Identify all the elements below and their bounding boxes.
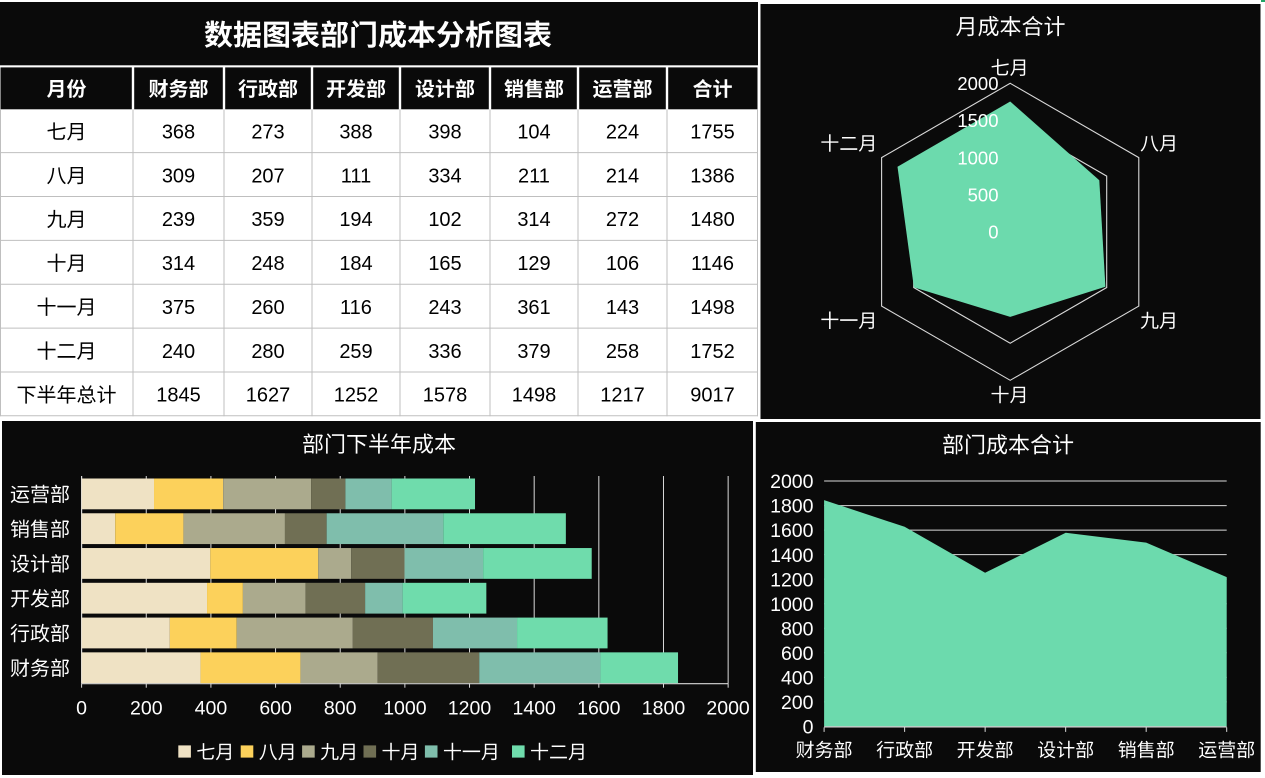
svg-text:1627: 1627 (246, 385, 291, 407)
svg-text:240: 240 (162, 341, 195, 363)
svg-text:359: 359 (251, 209, 284, 231)
svg-text:334: 334 (428, 165, 461, 187)
svg-text:200: 200 (781, 692, 814, 714)
svg-text:143: 143 (606, 297, 639, 319)
svg-text:600: 600 (781, 643, 814, 665)
svg-text:800: 800 (781, 618, 814, 640)
svg-text:800: 800 (324, 698, 357, 720)
svg-text:2000: 2000 (706, 698, 750, 720)
svg-text:258: 258 (606, 341, 639, 363)
svg-text:1845: 1845 (156, 385, 201, 407)
svg-text:1200: 1200 (448, 698, 492, 720)
svg-text:314: 314 (517, 209, 550, 231)
svg-text:273: 273 (251, 122, 284, 144)
svg-text:398: 398 (428, 122, 461, 144)
svg-text:9017: 9017 (690, 385, 735, 407)
svg-text:243: 243 (428, 297, 461, 319)
svg-text:368: 368 (162, 122, 195, 144)
svg-text:1480: 1480 (690, 209, 735, 231)
svg-text:211: 211 (518, 165, 550, 187)
svg-text:0: 0 (803, 717, 814, 739)
svg-text:184: 184 (339, 253, 372, 275)
svg-text:1800: 1800 (770, 496, 814, 518)
svg-text:400: 400 (195, 698, 228, 720)
svg-text:1600: 1600 (577, 698, 621, 720)
svg-text:500: 500 (968, 184, 999, 205)
svg-text:600: 600 (259, 698, 292, 720)
svg-text:309: 309 (162, 165, 195, 187)
svg-text:259: 259 (339, 341, 372, 363)
svg-text:1000: 1000 (957, 147, 998, 168)
svg-text:388: 388 (339, 122, 372, 144)
svg-text:1386: 1386 (690, 165, 735, 187)
svg-text:361: 361 (517, 297, 550, 319)
svg-text:165: 165 (428, 253, 461, 275)
svg-text:1252: 1252 (334, 385, 379, 407)
svg-text:0: 0 (76, 698, 87, 720)
svg-text:104: 104 (517, 122, 550, 144)
svg-text:2000: 2000 (770, 471, 814, 493)
svg-text:375: 375 (162, 297, 195, 319)
svg-text:106: 106 (606, 253, 639, 275)
svg-text:1400: 1400 (513, 698, 557, 720)
svg-text:116: 116 (340, 297, 372, 319)
svg-text:336: 336 (428, 341, 461, 363)
svg-text:1498: 1498 (512, 385, 557, 407)
svg-text:1400: 1400 (770, 545, 814, 567)
svg-text:111: 111 (341, 165, 371, 187)
svg-text:1200: 1200 (770, 569, 814, 591)
svg-text:1578: 1578 (423, 385, 468, 407)
svg-text:0: 0 (988, 222, 998, 243)
svg-text:194: 194 (339, 209, 372, 231)
svg-text:248: 248 (251, 253, 284, 275)
svg-text:1146: 1146 (691, 253, 734, 275)
svg-text:1800: 1800 (642, 698, 686, 720)
svg-text:1000: 1000 (383, 698, 427, 720)
svg-text:207: 207 (251, 165, 284, 187)
svg-text:1500: 1500 (957, 110, 998, 131)
svg-text:129: 129 (517, 253, 550, 275)
svg-text:260: 260 (251, 297, 284, 319)
svg-text:400: 400 (781, 667, 814, 689)
svg-text:1000: 1000 (770, 594, 814, 616)
svg-text:280: 280 (251, 341, 284, 363)
svg-text:1498: 1498 (690, 297, 735, 319)
svg-text:200: 200 (130, 698, 163, 720)
svg-text:224: 224 (606, 122, 639, 144)
svg-text:1752: 1752 (690, 341, 735, 363)
svg-text:2000: 2000 (957, 73, 998, 94)
svg-text:102: 102 (428, 209, 461, 231)
svg-text:214: 214 (606, 165, 639, 187)
svg-text:379: 379 (517, 341, 550, 363)
svg-text:1600: 1600 (770, 520, 814, 542)
svg-text:1755: 1755 (690, 122, 735, 144)
svg-text:1217: 1217 (600, 385, 645, 407)
svg-text:272: 272 (606, 209, 639, 231)
svg-text:239: 239 (162, 209, 195, 231)
svg-text:314: 314 (162, 253, 195, 275)
